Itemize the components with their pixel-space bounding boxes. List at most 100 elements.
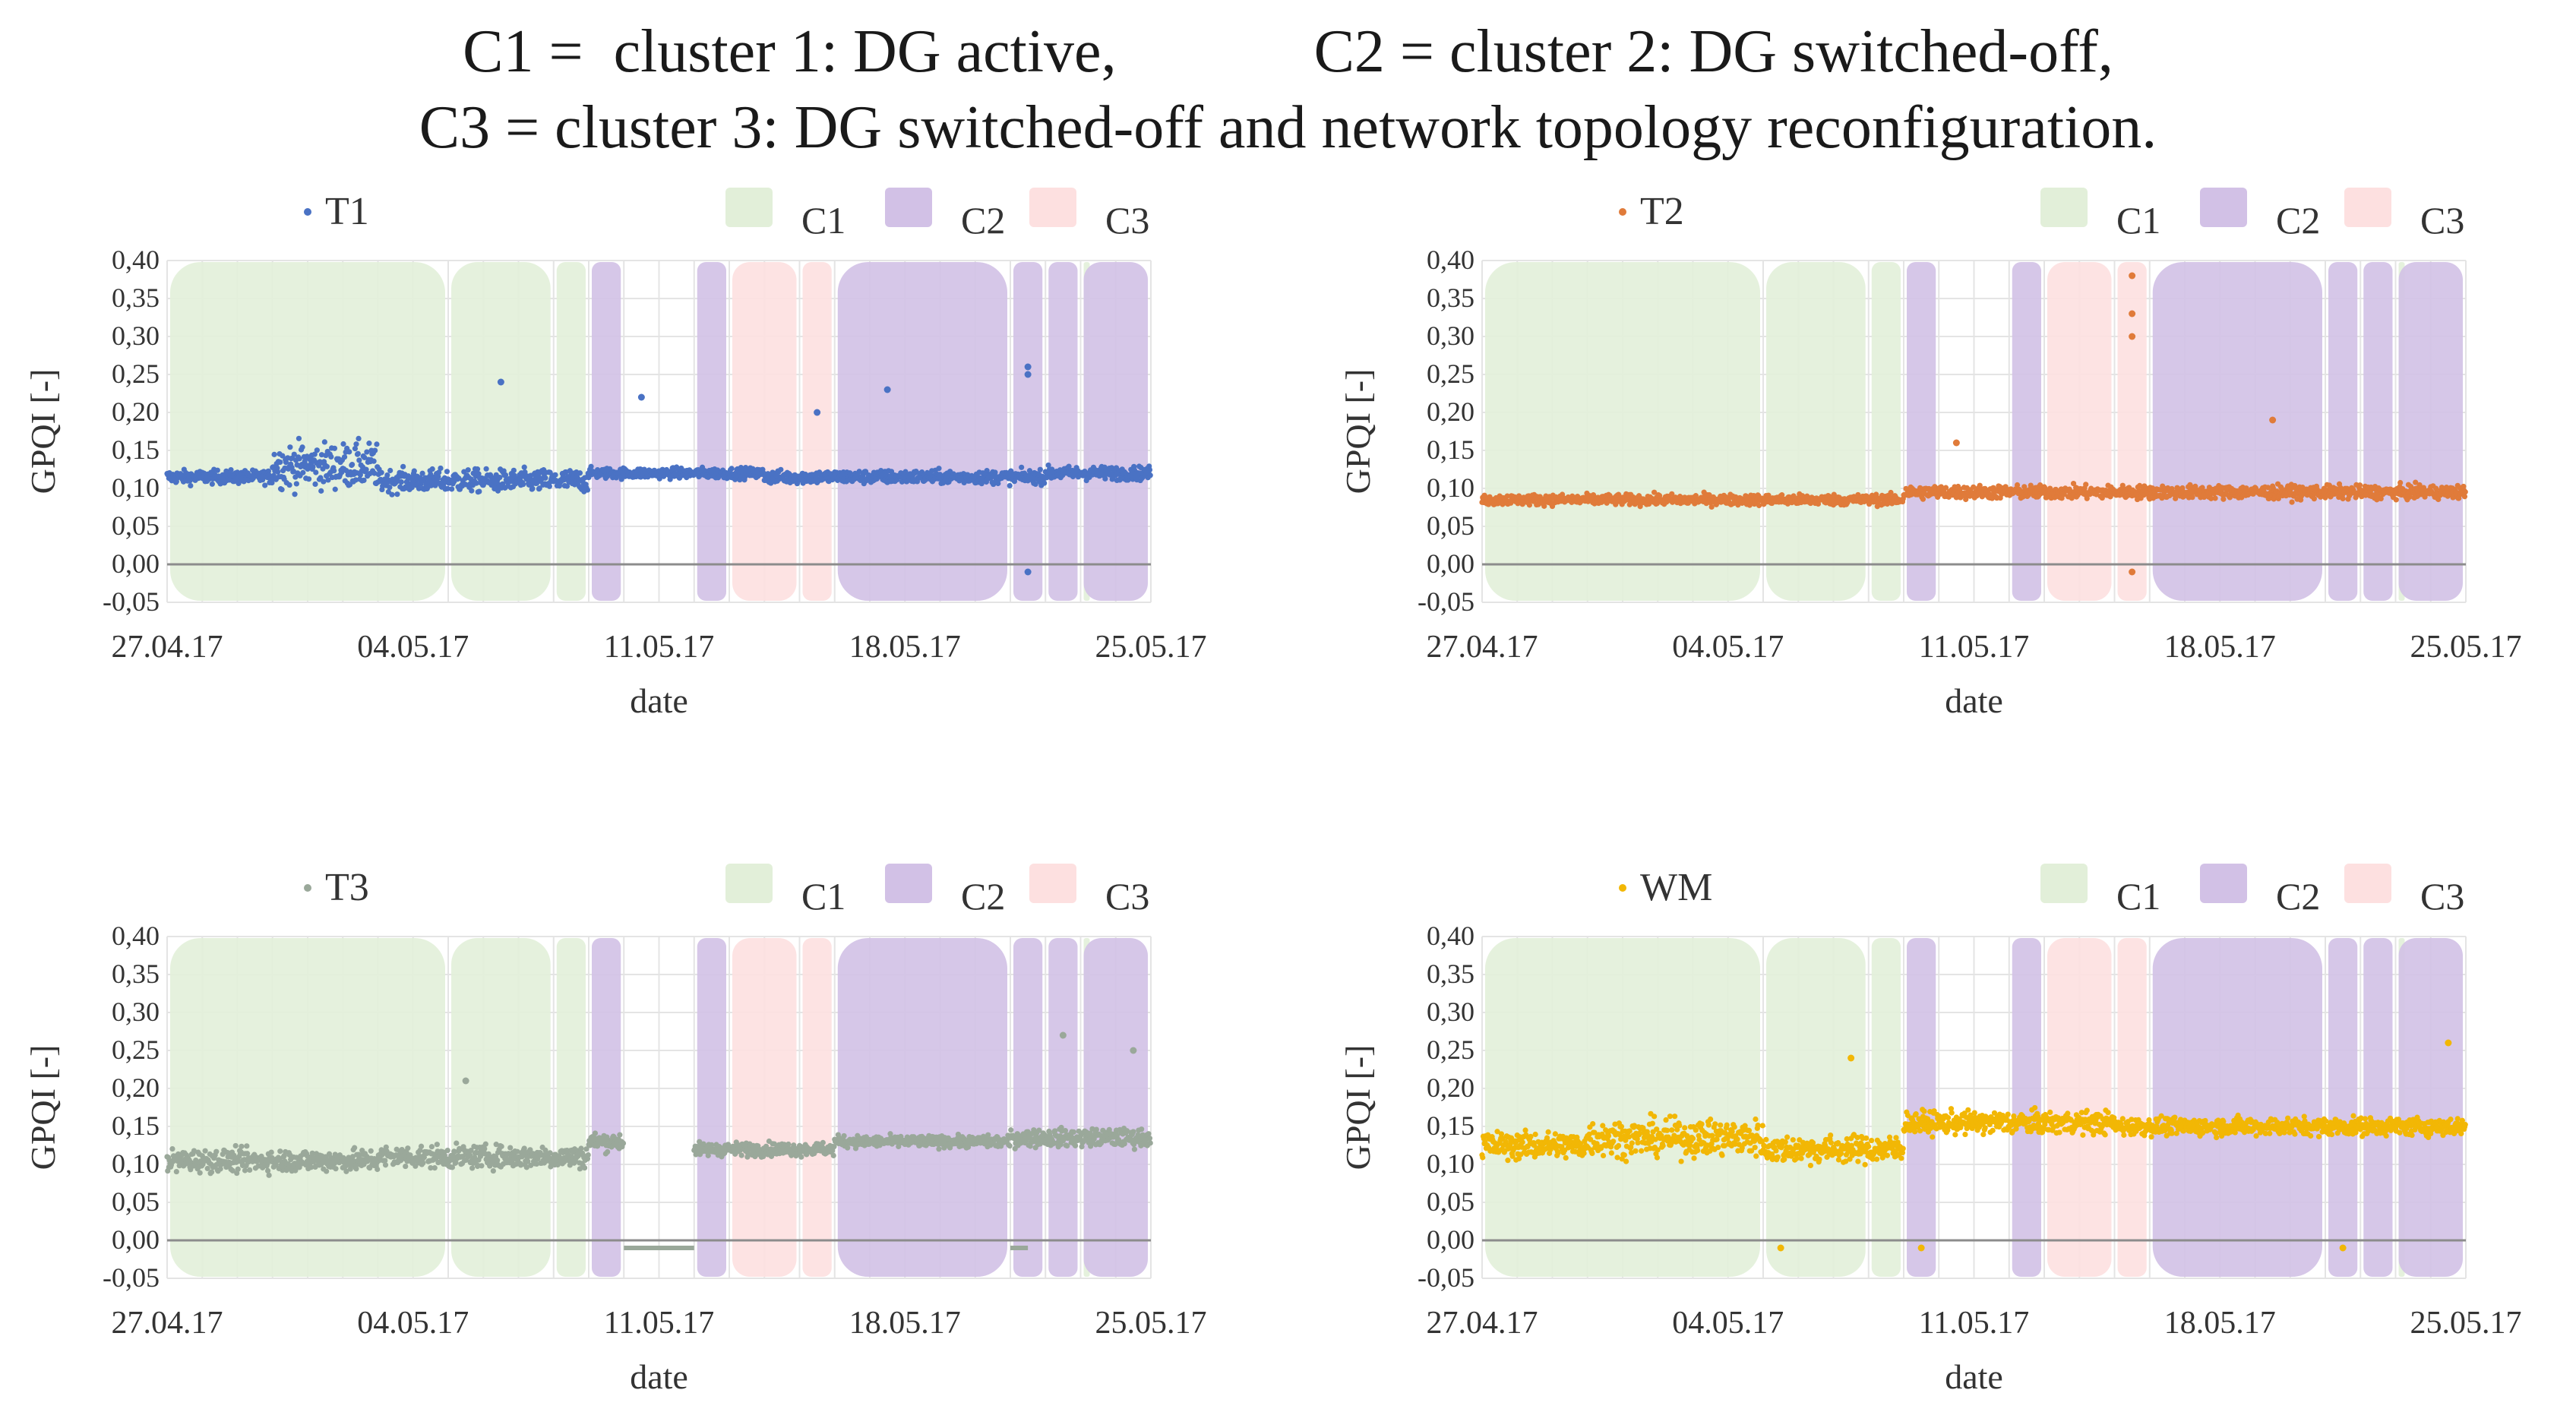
data-point (523, 1164, 529, 1170)
data-point (356, 457, 362, 463)
data-point (2014, 482, 2021, 488)
data-point (582, 1164, 588, 1171)
y-tick-label: 0,10 (1427, 472, 1474, 503)
data-point (204, 1165, 210, 1172)
data-point (2311, 496, 2317, 502)
outlier-point (2269, 416, 2277, 424)
data-point (1651, 489, 1658, 495)
data-point (585, 1152, 591, 1158)
x-tick-label: 18.05.17 (2164, 630, 2276, 665)
data-point (1102, 475, 1108, 482)
data-point (1007, 1143, 1013, 1149)
data-point (398, 479, 404, 485)
data-point (517, 1162, 524, 1168)
data-point (2407, 494, 2413, 500)
x-axis: 27.04.17 04.05.17 11.05.17 18.05.17 25.05.17 (112, 630, 1207, 665)
data-point (400, 463, 406, 469)
data-point (346, 449, 352, 455)
data-point (269, 479, 275, 486)
data-point (318, 488, 324, 494)
data-point (536, 485, 542, 491)
data-point (592, 1130, 599, 1136)
data-point (314, 447, 320, 453)
data-point (352, 1145, 358, 1151)
data-point (2070, 480, 2077, 487)
data-point (502, 472, 509, 479)
data-point (542, 1147, 548, 1153)
data-point (324, 1168, 330, 1174)
title-c2-definition: C2 = cluster 2: DG switched-off, (1313, 18, 2113, 85)
y-tick-label: 0,25 (1427, 359, 1474, 389)
data-point (514, 1148, 520, 1155)
data-point (231, 1152, 237, 1158)
data-point (578, 1145, 584, 1151)
data-point (1051, 1128, 1058, 1134)
data-point (709, 1142, 715, 1148)
data-point (173, 1168, 179, 1175)
data-point (1693, 493, 1699, 499)
cluster-band-c2 (697, 262, 726, 601)
data-point (2461, 494, 2468, 500)
cluster-band-c2 (1083, 938, 1148, 1277)
data-point (2043, 494, 2050, 501)
data-point (483, 466, 489, 472)
data-point (2461, 483, 2467, 490)
data-point (1669, 491, 1675, 497)
y-tick-label: -0,05 (1418, 586, 1474, 617)
data-point (362, 454, 368, 460)
cluster-band-c3 (2047, 262, 2112, 601)
cluster-band-c2 (1013, 262, 1043, 601)
data-point (371, 458, 377, 464)
figure-title: C1 = cluster 1: DG active, C2 = cluster 2… (0, 14, 2576, 166)
data-point (247, 1167, 253, 1173)
data-point (856, 469, 862, 475)
outlier-point (2129, 310, 2136, 317)
cluster-band-c2 (1048, 938, 1078, 1277)
data-point (387, 467, 394, 474)
title-line-2: C3 = cluster 3: DG switched-off and netw… (419, 94, 2157, 161)
data-point (383, 1144, 389, 1150)
y-tick-label: 0,10 (112, 472, 160, 503)
x-tick-label: 27.04.17 (112, 630, 223, 665)
y-tick-label: 0,40 (1427, 245, 1474, 275)
data-point (2189, 494, 2195, 501)
data-point (416, 485, 422, 491)
data-point (279, 487, 285, 493)
data-point (617, 1132, 623, 1138)
data-point (1146, 466, 1153, 473)
cluster-band-c2 (2398, 262, 2463, 601)
data-point (300, 469, 306, 475)
data-point (411, 468, 417, 474)
data-point (771, 1141, 777, 1147)
data-point (312, 481, 318, 488)
outlier-point (2129, 568, 2136, 576)
data-point (343, 1168, 349, 1174)
data-point (191, 1148, 198, 1154)
series-t1 (164, 363, 1153, 576)
data-point (466, 1152, 473, 1158)
data-point (366, 441, 372, 447)
data-point (1526, 502, 1533, 508)
data-point (1971, 484, 1977, 490)
data-point (325, 477, 331, 483)
data-point (2413, 479, 2419, 485)
data-point (382, 1162, 389, 1168)
series-legend-label: T1 (325, 190, 369, 233)
cluster-band-c1 (556, 262, 586, 601)
data-point (1888, 489, 1894, 496)
data-point (268, 1149, 274, 1155)
outlier-point (1024, 371, 1032, 378)
cluster-bands (1485, 262, 2463, 601)
data-point (311, 451, 318, 457)
data-point (2340, 495, 2346, 502)
y-tick-label: 0,15 (1427, 434, 1474, 465)
data-point (292, 491, 298, 498)
outlier-point (497, 378, 504, 386)
data-point (332, 486, 338, 492)
data-point (309, 1150, 315, 1156)
data-point (310, 464, 316, 470)
data-point (936, 466, 942, 472)
data-point (266, 1172, 272, 1178)
data-point (228, 466, 234, 473)
x-tick-label: 18.05.17 (849, 630, 961, 665)
